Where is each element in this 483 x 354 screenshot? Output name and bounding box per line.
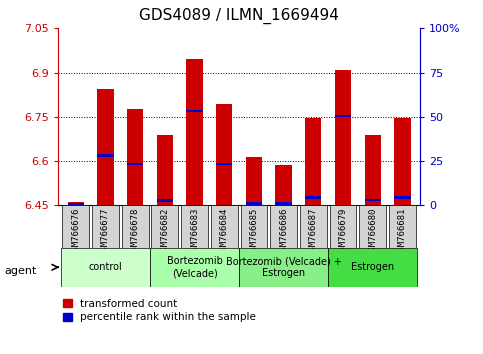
- Bar: [127, 109, 143, 205]
- FancyBboxPatch shape: [152, 205, 178, 248]
- Bar: [305, 118, 322, 205]
- FancyBboxPatch shape: [150, 248, 239, 287]
- FancyBboxPatch shape: [92, 205, 119, 248]
- Bar: [216, 104, 232, 205]
- FancyBboxPatch shape: [389, 205, 416, 248]
- FancyBboxPatch shape: [61, 248, 150, 287]
- Bar: [216, 163, 232, 166]
- Bar: [68, 202, 84, 205]
- FancyBboxPatch shape: [62, 205, 89, 248]
- FancyBboxPatch shape: [270, 205, 297, 248]
- Bar: [275, 166, 292, 205]
- Text: GSM766683: GSM766683: [190, 207, 199, 256]
- Text: agent: agent: [5, 266, 37, 276]
- Bar: [394, 196, 411, 199]
- FancyBboxPatch shape: [300, 205, 327, 248]
- Text: Bortezomib
(Velcade): Bortezomib (Velcade): [167, 256, 223, 278]
- Bar: [335, 70, 351, 205]
- Bar: [305, 196, 322, 199]
- FancyBboxPatch shape: [241, 205, 267, 248]
- FancyBboxPatch shape: [239, 248, 328, 287]
- Title: GDS4089 / ILMN_1669494: GDS4089 / ILMN_1669494: [139, 8, 339, 24]
- FancyBboxPatch shape: [181, 205, 208, 248]
- Bar: [365, 135, 381, 205]
- FancyBboxPatch shape: [122, 205, 149, 248]
- Bar: [275, 202, 292, 205]
- Bar: [246, 157, 262, 205]
- Text: GSM766680: GSM766680: [368, 207, 377, 256]
- Legend: transformed count, percentile rank within the sample: transformed count, percentile rank withi…: [63, 299, 256, 322]
- Text: control: control: [88, 262, 122, 272]
- Bar: [394, 118, 411, 205]
- Text: GSM766679: GSM766679: [339, 207, 347, 256]
- Text: GSM766687: GSM766687: [309, 207, 318, 256]
- Bar: [335, 115, 351, 118]
- Text: Estrogen: Estrogen: [351, 262, 394, 272]
- FancyBboxPatch shape: [211, 205, 238, 248]
- Text: GSM766682: GSM766682: [160, 207, 170, 256]
- Text: GSM766685: GSM766685: [249, 207, 258, 256]
- Text: GSM766684: GSM766684: [220, 207, 229, 256]
- Text: GSM766686: GSM766686: [279, 207, 288, 256]
- Text: GSM766676: GSM766676: [71, 207, 80, 256]
- Bar: [97, 154, 114, 157]
- Text: GSM766678: GSM766678: [131, 207, 140, 256]
- Bar: [156, 199, 173, 202]
- Bar: [68, 203, 84, 205]
- FancyBboxPatch shape: [359, 205, 386, 248]
- Bar: [97, 89, 114, 205]
- Text: GSM766677: GSM766677: [101, 207, 110, 256]
- Bar: [246, 202, 262, 205]
- Bar: [127, 163, 143, 166]
- Text: Bortezomib (Velcade) +
Estrogen: Bortezomib (Velcade) + Estrogen: [226, 256, 341, 278]
- FancyBboxPatch shape: [330, 205, 356, 248]
- Text: GSM766681: GSM766681: [398, 207, 407, 256]
- Bar: [186, 110, 203, 113]
- FancyBboxPatch shape: [328, 248, 417, 287]
- Bar: [186, 59, 203, 205]
- Bar: [156, 135, 173, 205]
- Bar: [365, 199, 381, 201]
